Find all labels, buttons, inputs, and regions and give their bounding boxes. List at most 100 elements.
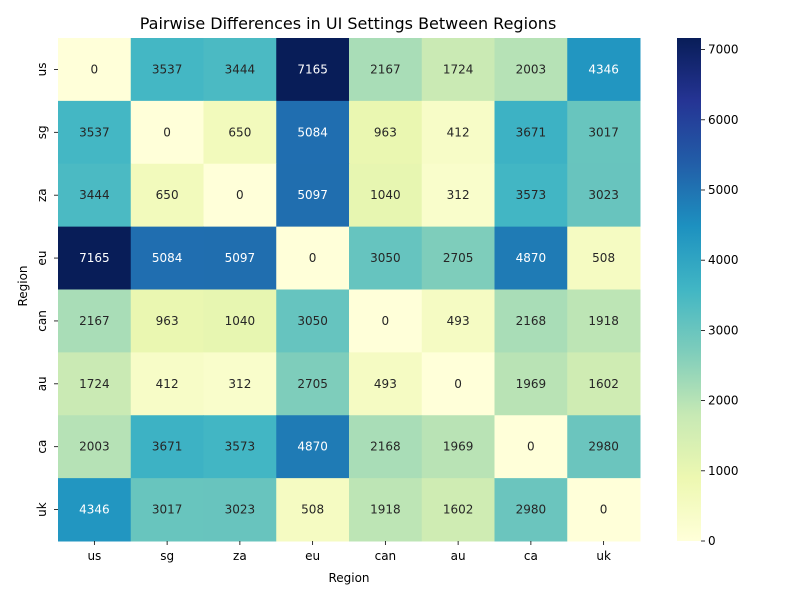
cell-value-label: 0: [309, 251, 317, 265]
y-tick-label: uk: [35, 502, 49, 517]
cell-value-label: 3537: [152, 62, 183, 76]
cell-value-label: 508: [301, 503, 324, 517]
heatmap-cell: [130, 352, 204, 416]
heatmap-cell: [494, 100, 568, 165]
cell-value-label: 3537: [79, 125, 110, 139]
cell-value-label: 3671: [152, 440, 183, 454]
heatmap-cell: [494, 415, 568, 479]
x-tick-label: can: [375, 549, 397, 563]
cell-value-label: 3023: [588, 188, 619, 202]
x-tick-label: za: [233, 549, 247, 563]
heatmap-cell: [203, 226, 277, 290]
cell-value-label: 4346: [588, 62, 619, 76]
cell-value-label: 3444: [225, 62, 256, 76]
heatmap-cell: [421, 352, 495, 416]
heatmap-cell: [276, 100, 350, 165]
heatmap-cell: [58, 415, 132, 479]
cell-value-label: 3573: [516, 188, 547, 202]
cell-value-label: 650: [228, 125, 251, 139]
cell-value-label: 3671: [516, 125, 547, 139]
cell-value-label: 0: [527, 440, 535, 454]
heatmap-cell: [58, 352, 132, 416]
cell-value-label: 3050: [370, 251, 401, 265]
heatmap-cells: 0 3537 3444 7165 2167 1724 2003 4346 3537 0 650 508…: [58, 38, 641, 542]
heatmap-cell: [203, 38, 277, 102]
heatmap-cell: [421, 289, 495, 353]
heatmap-cell: [130, 38, 204, 102]
cell-value-label: 5097: [297, 188, 328, 202]
heatmap-cell: [276, 415, 350, 479]
heatmap-cell: [567, 352, 641, 416]
heatmap-cell: [349, 100, 423, 165]
cell-value-label: 508: [592, 251, 615, 265]
cell-value-label: 312: [447, 188, 470, 202]
heatmap-cell: [349, 478, 423, 542]
heatmap-cell: [130, 415, 204, 479]
cell-value-label: 7165: [297, 62, 328, 76]
heatmap-cell: [130, 478, 204, 542]
y-tick-label: us: [35, 63, 49, 77]
heatmap-cell: [58, 38, 132, 102]
y-tick-label: au: [35, 376, 49, 391]
cell-value-label: 4346: [79, 503, 110, 517]
y-axis-label: Region: [16, 265, 30, 306]
cell-value-label: 3023: [225, 503, 256, 517]
cell-value-label: 2705: [297, 377, 328, 391]
heatmap-cell: [130, 163, 204, 228]
cell-value-label: 2980: [588, 440, 619, 454]
cell-value-label: 1918: [370, 503, 401, 517]
heatmap-cell: [276, 478, 350, 542]
heatmap-cell: [421, 415, 495, 479]
y-tick-label: sg: [35, 125, 49, 139]
heatmap-cell: [58, 226, 132, 290]
x-tick-label: au: [451, 549, 466, 563]
cell-value-label: 2168: [370, 440, 401, 454]
heatmap-cell: [421, 226, 495, 290]
heatmap-cell: [494, 38, 568, 102]
cell-value-label: 963: [156, 314, 179, 328]
colorbar: 0 1000 2000 3000 4000 5000 6000 7000: [677, 38, 739, 548]
colorbar-tick-label: 0: [708, 534, 716, 548]
heatmap-cell: [58, 100, 132, 165]
cell-value-label: 3573: [225, 440, 256, 454]
heatmap-cell: [203, 352, 277, 416]
cell-value-label: 0: [454, 377, 462, 391]
colorbar-tick-label: 1000: [708, 464, 739, 478]
heatmap-cell: [203, 478, 277, 542]
cell-value-label: 963: [374, 125, 397, 139]
heatmap-cell: [567, 38, 641, 102]
cell-value-label: 3444: [79, 188, 110, 202]
cell-value-label: 412: [447, 125, 470, 139]
heatmap-cell: [276, 38, 350, 102]
cell-value-label: 3017: [152, 503, 183, 517]
cell-value-label: 2167: [370, 62, 401, 76]
cell-value-label: 1969: [516, 377, 547, 391]
cell-value-label: 0: [91, 62, 99, 76]
x-tick-label: ca: [524, 549, 538, 563]
cell-value-label: 3017: [588, 125, 619, 139]
heatmap-cell: [58, 163, 132, 228]
heatmap-cell: [567, 415, 641, 479]
heatmap-cell: [494, 226, 568, 290]
cell-value-label: 493: [374, 377, 397, 391]
heatmap-cell: [276, 352, 350, 416]
heatmap-cell: [276, 289, 350, 353]
cell-value-label: 1040: [225, 314, 256, 328]
cell-value-label: 2980: [516, 503, 547, 517]
heatmap-cell: [349, 226, 423, 290]
cell-value-label: 5097: [225, 251, 256, 265]
cell-value-label: 4870: [297, 440, 328, 454]
heatmap-cell: [203, 163, 277, 228]
x-tick-label: us: [87, 549, 101, 563]
cell-value-label: 2167: [79, 314, 110, 328]
colorbar-gradient: [677, 38, 701, 541]
x-tick-label: sg: [160, 549, 174, 563]
y-tick-label: eu: [35, 251, 49, 266]
heatmap-cell: [203, 100, 277, 165]
cell-value-label: 0: [236, 188, 244, 202]
chart-title: Pairwise Differences in UI Settings Betw…: [140, 14, 557, 33]
colorbar-tick-label: 6000: [708, 113, 739, 127]
heatmap-cell: [494, 289, 568, 353]
y-axis-ticks: us sg za eu can au ca uk: [35, 63, 58, 517]
heatmap-cell: [276, 226, 350, 290]
